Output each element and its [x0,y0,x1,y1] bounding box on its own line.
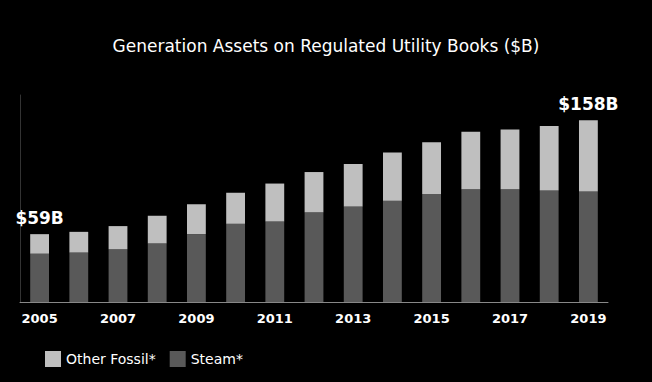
svg-text:2005: 2005 [22,311,58,326]
svg-text:2011: 2011 [257,311,293,326]
svg-text:$158B: $158B [558,94,618,114]
svg-text:2009: 2009 [178,311,214,326]
svg-text:2017: 2017 [492,311,528,326]
svg-text:2015: 2015 [414,311,450,326]
svg-text:$59B: $59B [15,208,63,228]
svg-text:2013: 2013 [335,311,371,326]
svg-text:Generation Assets on Regulated: Generation Assets on Regulated Utility B… [113,36,540,56]
svg-text:Steam*: Steam* [191,351,243,367]
svg-text:Other Fossil*: Other Fossil* [66,351,156,367]
svg-text:2019: 2019 [570,311,606,326]
svg-text:2007: 2007 [100,311,136,326]
